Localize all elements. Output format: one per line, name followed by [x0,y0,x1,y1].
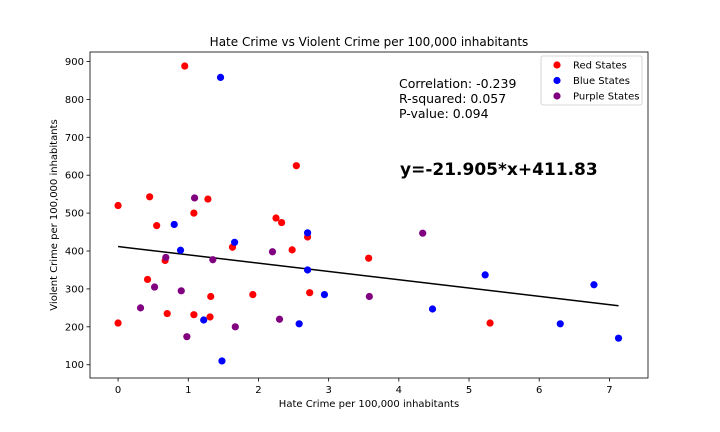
legend-marker-purple-states [553,92,561,100]
x-tick-label: 4 [396,385,402,396]
x-tick-label: 5 [466,385,472,396]
purple-states-point [190,194,199,202]
red-states-point [190,311,198,319]
purple-states-point [162,253,170,262]
x-tick-label: 7 [606,385,612,396]
blue-states-point [320,291,329,299]
y-axis-label: Violent Crime per 100,000 inhabitants [49,119,60,310]
red-states-point [143,275,152,284]
legend-label-purple-states: Purple States [573,92,639,103]
blue-states-point [303,229,312,237]
red-states-point [146,193,154,201]
blue-states-point [200,316,208,324]
x-axis-label: Hate Crime per 100,000 inhabitants [279,399,459,410]
chart-title: Hate Crime vs Violent Crime per 100,000 … [210,35,529,49]
y-tick-label: 300 [65,284,84,295]
purple-states-point [177,287,185,295]
plot-frame [89,51,649,379]
red-states-point [163,309,171,318]
regression-layer [117,245,619,307]
red-states-point [272,214,280,222]
red-states-point [114,319,122,327]
blue-states-point [428,305,437,313]
purple-states-point [419,229,427,237]
legend-marker-red-states [553,61,561,69]
red-states-point [181,62,189,70]
legend-label-red-states: Red States [573,61,627,72]
blue-states-point [556,320,564,328]
plot-area [89,51,649,379]
x-tick-label: 2 [255,385,261,396]
red-states-point [292,162,300,170]
regression-line [117,245,619,307]
y-tick-label: 600 [65,171,84,182]
red-states-point [486,319,494,327]
x-tick-label: 0 [115,385,121,396]
red-states-point [153,222,161,230]
x-axis-ticks: 0 1 2 3 4 5 6 7 [115,378,613,396]
red-states-point [204,195,212,203]
blue-states-point [590,281,598,289]
blue-states-point [170,220,178,229]
purple-states-point [183,333,191,341]
legend-marker-blue-states [553,76,561,85]
purple-states-point [231,323,239,331]
y-tick-label: 900 [65,57,84,68]
y-tick-label: 500 [65,209,84,220]
legend-items: Red States Blue States Purple States [553,61,639,103]
blue-states-point [176,246,185,254]
red-states-point [190,209,198,217]
p-value-annotation: P-value: 0.094 [399,106,489,121]
x-tick-label: 3 [325,385,331,396]
blue-states-point [295,320,303,328]
blue-states-point [481,271,489,279]
red-states-point [114,201,122,210]
y-tick-label: 800 [65,95,84,106]
x-tick-label: 1 [185,385,191,396]
legend-box [540,55,643,106]
y-axis-ticks: 100 200 300 400 500 600 700 800 900 [65,57,90,371]
y-tick-label: 200 [65,322,84,333]
y-tick-label: 700 [65,133,84,144]
correlation-annotation: Correlation: -0.239 [399,76,516,91]
blue-states-point [216,73,225,81]
r-squared-annotation: R-squared: 0.057 [399,91,506,106]
blue-states-point [614,334,623,342]
red-states-point [365,254,373,262]
y-tick-label: 100 [65,360,84,371]
red-states-point [249,291,257,299]
red-states-point [288,246,296,254]
red-states-point [306,289,314,297]
purple-states-point [365,292,373,301]
y-tick-label: 400 [65,247,84,258]
purple-states-point [150,283,159,291]
red-states-point [207,292,215,301]
x-tick-label: 6 [536,385,542,396]
points-layer [114,62,623,365]
blue-states-point [230,238,239,246]
regression-equation: y=-21.905*x+411.83 [400,160,598,180]
legend-label-blue-states: Blue States [573,76,630,87]
purple-states-point [275,315,284,323]
red-states-point [206,313,214,321]
blue-states-point [218,357,226,365]
purple-states-point [209,256,217,264]
red-states-point [278,218,286,227]
purple-states-point [268,248,277,256]
legend: Red States Blue States Purple States [540,55,643,106]
purple-states-point [136,304,145,312]
blue-states-point [303,266,312,274]
